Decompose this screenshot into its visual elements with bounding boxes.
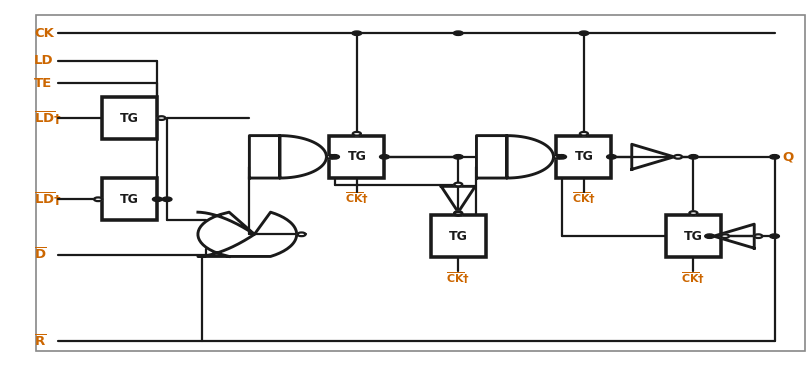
Circle shape: [353, 132, 361, 136]
Circle shape: [674, 155, 682, 159]
Circle shape: [454, 183, 462, 186]
Circle shape: [754, 234, 762, 238]
Circle shape: [152, 197, 162, 201]
Text: CK: CK: [34, 27, 54, 40]
Circle shape: [454, 212, 462, 216]
Circle shape: [579, 31, 589, 35]
Text: $\overline{\mathbf{CK}}$†: $\overline{\mathbf{CK}}$†: [681, 270, 706, 286]
Bar: [431, 215, 486, 258]
Circle shape: [329, 155, 339, 159]
Bar: [329, 136, 384, 178]
Circle shape: [689, 211, 697, 215]
Bar: [102, 97, 157, 139]
Circle shape: [326, 155, 334, 159]
Text: $\overline{\mathbf{CK}}$†: $\overline{\mathbf{CK}}$†: [572, 190, 596, 206]
Circle shape: [705, 234, 714, 238]
Circle shape: [94, 197, 102, 201]
Text: $\overline{\mathbf{LD}}$†: $\overline{\mathbf{LD}}$†: [34, 110, 62, 127]
Circle shape: [554, 155, 561, 159]
Circle shape: [556, 155, 566, 159]
Bar: [556, 136, 611, 178]
Polygon shape: [477, 136, 553, 178]
Bar: [102, 178, 157, 221]
Text: TG: TG: [347, 150, 367, 163]
Text: TG: TG: [448, 230, 468, 243]
Text: Q: Q: [783, 150, 794, 163]
Circle shape: [453, 31, 463, 35]
Text: LD: LD: [34, 54, 54, 68]
Text: TG: TG: [684, 230, 703, 243]
Circle shape: [580, 132, 588, 136]
Polygon shape: [632, 144, 674, 169]
Polygon shape: [441, 186, 475, 212]
Circle shape: [454, 211, 462, 215]
Text: TG: TG: [120, 111, 139, 125]
Circle shape: [453, 155, 463, 159]
Circle shape: [607, 155, 616, 159]
Text: TG: TG: [574, 150, 594, 163]
Circle shape: [380, 155, 389, 159]
Circle shape: [162, 197, 172, 201]
Text: $\overline{\mathbf{CK}}$†: $\overline{\mathbf{CK}}$†: [446, 270, 470, 286]
Polygon shape: [250, 136, 326, 178]
Circle shape: [721, 234, 729, 238]
Text: $\overline{\mathbf{CK}}$†: $\overline{\mathbf{CK}}$†: [345, 190, 369, 206]
Circle shape: [770, 155, 779, 159]
Circle shape: [352, 31, 362, 35]
Text: $\overline{\mathbf{D}}$: $\overline{\mathbf{D}}$: [34, 247, 47, 262]
Text: $\overline{\mathbf{R}}$: $\overline{\mathbf{R}}$: [34, 334, 46, 349]
Bar: [666, 215, 721, 258]
Circle shape: [298, 232, 306, 236]
Polygon shape: [714, 224, 754, 248]
Text: $\overline{\mathbf{LD}}$†: $\overline{\mathbf{LD}}$†: [34, 191, 62, 208]
Circle shape: [157, 116, 165, 120]
Polygon shape: [198, 212, 297, 256]
Text: TG: TG: [120, 193, 139, 206]
Text: TE: TE: [34, 76, 53, 90]
Circle shape: [689, 155, 698, 159]
Circle shape: [770, 234, 779, 238]
